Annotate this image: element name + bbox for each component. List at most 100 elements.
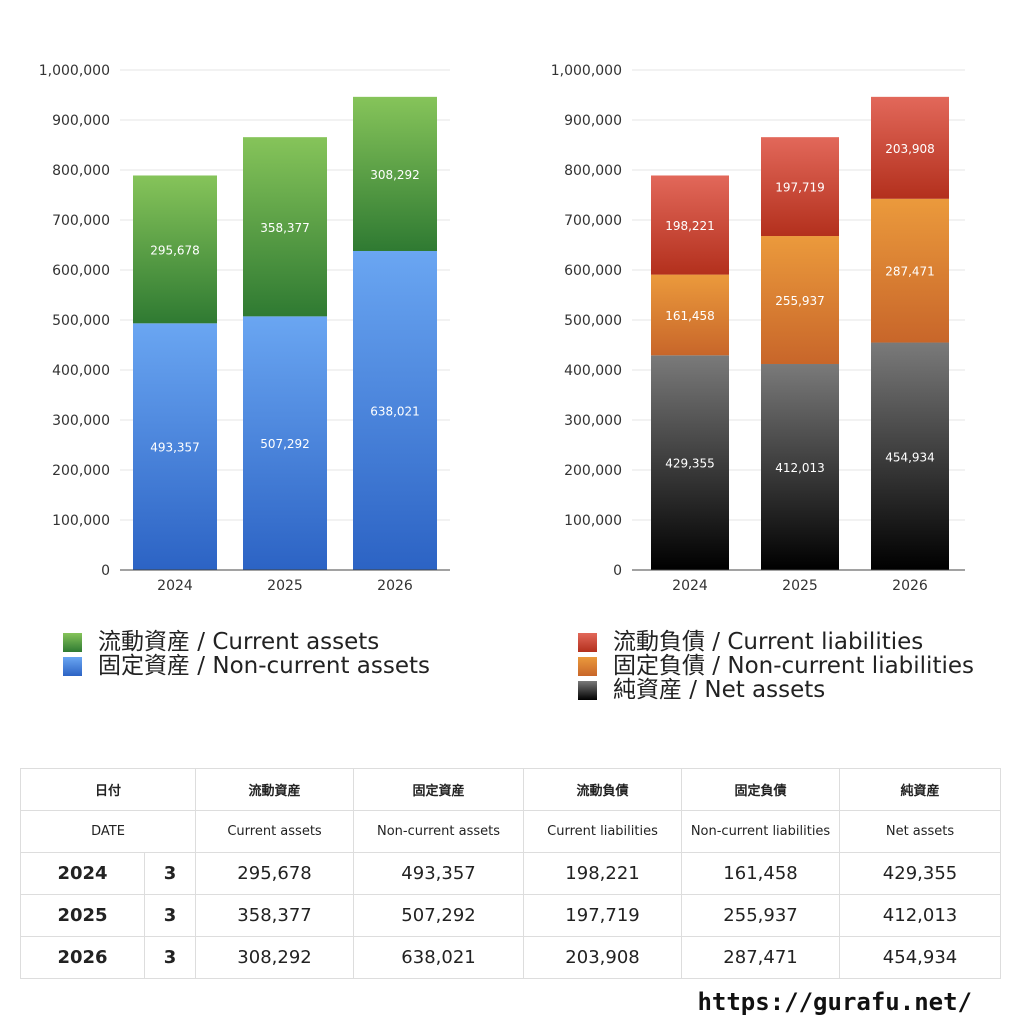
cell-current-assets: 295,678 (195, 852, 355, 895)
y-tick-label: 900,000 (52, 113, 110, 129)
data-label: 198,221 (665, 219, 715, 233)
row-count: 3 (143, 936, 197, 979)
legend-swatch (578, 680, 597, 700)
y-tick-label: 0 (101, 563, 110, 579)
data-label: 454,934 (885, 450, 935, 464)
cell-non-current-assets: 493,357 (353, 852, 525, 895)
legend-swatch (63, 656, 82, 676)
legend-swatch (63, 632, 82, 652)
cell-non-current-liabilities: 255,937 (681, 894, 841, 937)
y-tick-label: 500,000 (52, 313, 110, 329)
row-count: 3 (143, 894, 197, 937)
table-row: 2026 3 308,292 638,021 203,908 287,471 4… (20, 936, 1002, 979)
header-non-current-assets-jp: 固定資産 (353, 768, 525, 811)
y-tick-label: 800,000 (52, 163, 110, 179)
row-year: 2024 (20, 852, 145, 895)
cell-non-current-assets: 638,021 (353, 936, 525, 979)
y-tick-label: 400,000 (564, 363, 622, 379)
x-tick-label: 2025 (267, 578, 303, 594)
y-tick-label: 1,000,000 (551, 63, 622, 79)
bar-segment (761, 236, 839, 364)
data-label: 507,292 (260, 437, 310, 451)
data-label: 203,908 (885, 142, 935, 156)
data-label: 638,021 (370, 404, 420, 418)
y-tick-label: 300,000 (564, 413, 622, 429)
data-label: 493,357 (150, 441, 200, 455)
y-tick-label: 300,000 (52, 413, 110, 429)
charts-area: 0 100,000 200,000 300,000 400,000 500,000 600,… (39, 63, 965, 594)
legend-label: 流動負債 / Current liabilities (613, 629, 924, 655)
bar-segment (353, 96, 437, 251)
table-row: 2025 3 358,377 507,292 197,719 255,937 4… (20, 894, 1002, 937)
bar-segment (651, 175, 729, 275)
cell-non-current-liabilities: 161,458 (681, 852, 841, 895)
header-date-en: DATE (19, 810, 197, 853)
y-tick-label: 700,000 (52, 213, 110, 229)
header-net-assets-jp: 純資産 (839, 768, 1002, 811)
data-label: 412,013 (775, 461, 825, 475)
x-tick-label: 2026 (892, 578, 928, 594)
cell-current-liabilities: 198,221 (523, 852, 683, 895)
data-label: 197,719 (775, 181, 825, 195)
y-tick-label: 600,000 (564, 263, 622, 279)
y-tick-label: 500,000 (564, 313, 622, 329)
data-label: 287,471 (885, 265, 935, 279)
cell-current-liabilities: 197,719 (523, 894, 683, 937)
y-tick-label: 100,000 (564, 513, 622, 529)
assets-legend: 流動資産 / Current assets 固定資産 / Non-current… (63, 630, 430, 678)
header-net-assets-en: Net assets (839, 810, 1002, 853)
table-header-row-jp: 日付 流動資産 固定資産 流動負債 固定負債 純資産 (19, 768, 1002, 811)
legend-item-non-current-liabilities: 固定負債 / Non-current liabilities (578, 654, 974, 678)
header-non-current-liabilities-en: Non-current liabilities (681, 810, 841, 853)
bar-segment (243, 316, 327, 570)
data-table: 日付 流動資産 固定資産 流動負債 固定負債 純資産 DATE Current … (19, 768, 1002, 979)
header-current-liabilities-en: Current liabilities (523, 810, 683, 853)
y-tick-label: 200,000 (564, 463, 622, 479)
cell-current-assets: 358,377 (195, 894, 355, 937)
table-row: 2024 3 295,678 493,357 198,221 161,458 4… (20, 852, 1002, 895)
y-tick-label: 900,000 (564, 113, 622, 129)
cell-current-liabilities: 203,908 (523, 936, 683, 979)
legend-swatch (578, 632, 597, 652)
table-header-row-en: DATE Current assets Non-current assets C… (19, 810, 1002, 853)
legend-label: 純資産 / Net assets (613, 677, 826, 703)
data-label: 161,458 (665, 309, 715, 323)
header-non-current-liabilities-jp: 固定負債 (681, 768, 841, 811)
legend-label: 固定負債 / Non-current liabilities (613, 653, 974, 679)
x-tick-label: 2025 (782, 578, 818, 594)
legend-swatch (578, 656, 597, 676)
bar-segment (761, 137, 839, 237)
cell-net-assets: 454,934 (839, 936, 1002, 979)
bar-segment (761, 363, 839, 570)
liabilities-legend: 流動負債 / Current liabilities 固定負債 / Non-cu… (578, 630, 974, 702)
bar-segment (651, 355, 729, 570)
legend-item-net-assets: 純資産 / Net assets (578, 678, 974, 702)
x-tick-label: 2026 (377, 578, 413, 594)
cell-non-current-liabilities: 287,471 (681, 936, 841, 979)
header-current-assets-jp: 流動資産 (195, 768, 355, 811)
cell-net-assets: 429,355 (839, 852, 1002, 895)
legend-item-non-current-assets: 固定資産 / Non-current assets (63, 654, 430, 678)
bar-segment (871, 96, 949, 199)
bar-segment (133, 323, 217, 570)
data-label: 255,937 (775, 294, 825, 308)
row-year: 2025 (20, 894, 145, 937)
header-non-current-assets-en: Non-current assets (353, 810, 525, 853)
row-year: 2026 (20, 936, 145, 979)
assets-chart: 0 100,000 200,000 300,000 400,000 500,000 600,… (39, 63, 450, 594)
bar-segment (133, 175, 217, 324)
bar-segment (871, 198, 949, 343)
legend-item-current-liabilities: 流動負債 / Current liabilities (578, 630, 974, 654)
cell-net-assets: 412,013 (839, 894, 1002, 937)
footer-url[interactable]: https://gurafu.net/ (697, 988, 972, 1016)
y-tick-label: 200,000 (52, 463, 110, 479)
legend-label: 固定資産 / Non-current assets (98, 653, 431, 679)
data-label: 429,355 (665, 457, 715, 471)
y-tick-label: 700,000 (564, 213, 622, 229)
data-label: 295,678 (150, 243, 200, 257)
bar-segment (651, 274, 729, 356)
header-date-jp: 日付 (19, 768, 197, 811)
x-tick-label: 2024 (672, 578, 708, 594)
bar-segment (871, 342, 949, 570)
header-current-assets-en: Current assets (195, 810, 355, 853)
